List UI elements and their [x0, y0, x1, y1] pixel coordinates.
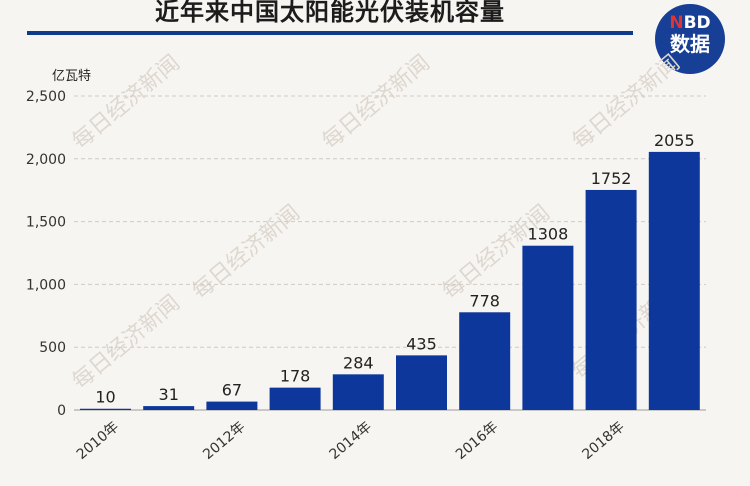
nbd-logo: NBD 数据 [655, 4, 725, 74]
x-tick-label: 2010年 [74, 419, 122, 463]
data-label: 1308 [528, 225, 569, 244]
logo-wordmark: NBD [655, 14, 725, 32]
logo-subtext: 数据 [670, 32, 710, 56]
y-axis-unit-label: 亿瓦特 [52, 69, 91, 84]
x-tick-label: 2018年 [579, 419, 627, 463]
y-tick-label: 0 [57, 403, 66, 419]
data-label: 778 [469, 291, 500, 310]
x-tick-label: 2016年 [453, 419, 501, 463]
data-label: 1752 [591, 169, 632, 188]
data-label: 67 [222, 381, 242, 400]
bar [585, 189, 637, 410]
watermark-text: 每日经济新闻 [188, 201, 305, 305]
bar [80, 408, 131, 410]
data-labels: 10 31 67 178 284 435 778 1308 1752 2055 [95, 131, 694, 407]
watermark-text: 每日经济新闻 [68, 51, 185, 155]
y-tick-label: 1,500 [26, 215, 66, 231]
y-tick-label: 1,000 [26, 277, 66, 293]
y-tick-label: 2,500 [26, 89, 66, 105]
data-label: 2055 [654, 131, 695, 150]
bar [648, 151, 700, 410]
title-underline [27, 31, 633, 35]
y-axis: 0 500 1,000 1,500 2,000 2,500 [26, 89, 66, 419]
bar [206, 401, 258, 410]
bar [143, 406, 195, 410]
bar [332, 374, 384, 410]
data-label: 435 [406, 334, 437, 353]
x-axis: 2010年 2012年 2014年 2016年 2018年 [74, 419, 628, 463]
y-tick-label: 2,000 [26, 152, 66, 168]
x-tick-label: 2014年 [327, 419, 375, 463]
chart-title: 近年来中国太阳能光伏装机容量 [155, 0, 505, 26]
watermark-text: 每日经济新闻 [68, 291, 185, 395]
logo-letter-n: N [669, 13, 684, 33]
logo-letters-bd: BD [683, 13, 711, 33]
watermark-text: 每日经济新闻 [318, 51, 435, 155]
x-tick-label: 2012年 [200, 419, 248, 463]
data-label: 284 [343, 353, 374, 372]
data-label: 178 [280, 367, 311, 386]
bar [459, 312, 511, 410]
y-tick-label: 500 [39, 340, 66, 356]
bar [396, 355, 447, 410]
data-label: 31 [159, 385, 179, 404]
data-label: 10 [95, 388, 115, 407]
bar [269, 387, 321, 410]
bars [80, 151, 700, 410]
bar [522, 245, 574, 410]
